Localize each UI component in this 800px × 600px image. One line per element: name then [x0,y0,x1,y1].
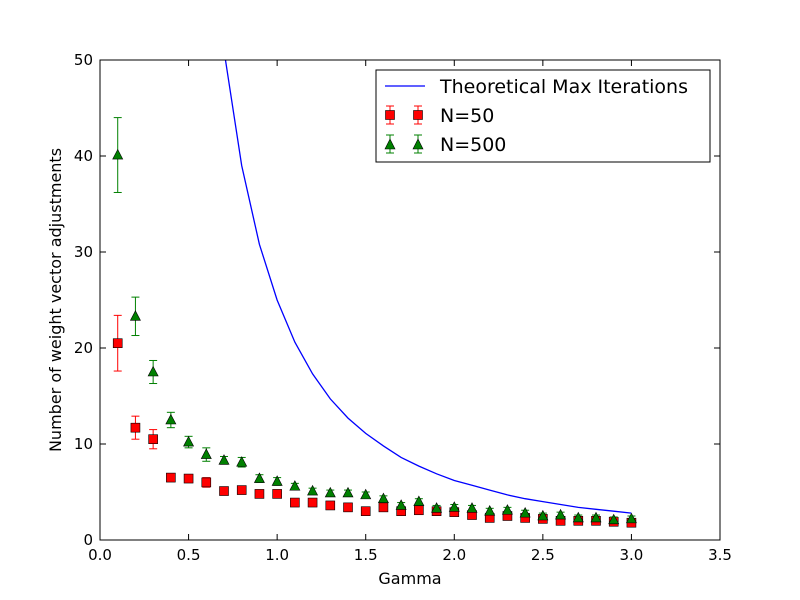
y-tick-label: 50 [74,51,93,69]
y-tick-label: 0 [83,531,93,549]
data-point [378,502,389,513]
data-point [148,434,158,445]
x-tick-label: 0.5 [177,546,201,564]
data-point [590,511,602,523]
data-point [129,310,141,321]
axis-ticks: 0.0 0.5 1.0 1.5 2.0 2.5 3.0 3.5 0 10 20 30 40 50 [74,51,732,564]
data-point [448,501,460,512]
data-point [572,511,584,523]
data-point [343,502,353,513]
data-point [324,486,336,498]
legend-marker-n500 [384,134,424,154]
data-point [555,508,567,520]
y-tick-label: 20 [74,339,93,357]
data-point [519,506,531,518]
x-tick-label: 1.5 [354,546,378,564]
data-point [360,506,371,517]
y-tick-label: 30 [74,243,93,261]
legend-label-n500: N=500 [440,134,506,156]
data-point [377,492,389,504]
series-2 [112,117,637,525]
y-tick-label: 10 [74,435,93,453]
data-point [289,480,301,491]
data-point [219,486,229,496]
data-point [165,413,177,425]
data-point [166,472,176,483]
line-series [224,60,632,514]
data-point [395,499,407,510]
data-point [484,505,496,516]
data-point [431,502,443,513]
data-point [625,512,637,524]
data-point [200,448,212,459]
y-tick-label: 40 [74,147,93,165]
x-tick-label: 2.5 [531,546,555,564]
data-point [413,495,425,506]
x-tick-label: 3.0 [619,546,643,564]
data-point [112,148,124,160]
data-point [236,485,247,495]
plot-area [112,60,637,528]
legend-label-n50: N=50 [440,105,494,127]
x-tick-label: 2.0 [442,546,466,564]
legend-marker-n50 [385,105,423,125]
axes-frame [99,59,721,541]
data-point [254,489,265,499]
data-point [307,484,319,496]
data-point [307,497,318,508]
legend-label-theoretical: Theoretical Max Iterations [439,76,688,98]
data-point [290,497,300,508]
data-point [360,488,372,500]
data-point [608,513,620,525]
x-tick-label: 1.0 [265,546,289,564]
series-0 [224,60,632,514]
data-point [218,454,230,465]
x-tick-label: 3.5 [708,546,732,564]
data-point [112,338,123,349]
data-point [201,477,212,488]
data-point [236,456,248,467]
legend-box [375,69,711,163]
data-point [183,435,195,447]
data-point [414,505,424,516]
data-point [272,489,282,499]
data-point [466,502,478,513]
data-point [325,500,336,511]
data-point [501,504,513,515]
x-tick-label: 0.0 [88,546,112,564]
data-point [183,473,194,484]
x-axis-label: Gamma [378,569,441,588]
data-point [271,475,283,486]
data-point [253,472,265,483]
data-point [147,365,159,377]
data-point [130,422,141,433]
data-point [342,486,354,498]
data-point [537,509,549,521]
legend: Theoretical Max Iterations N=50 N=500 [375,69,711,163]
y-axis-label: Number of weight vector adjustments [46,148,65,452]
